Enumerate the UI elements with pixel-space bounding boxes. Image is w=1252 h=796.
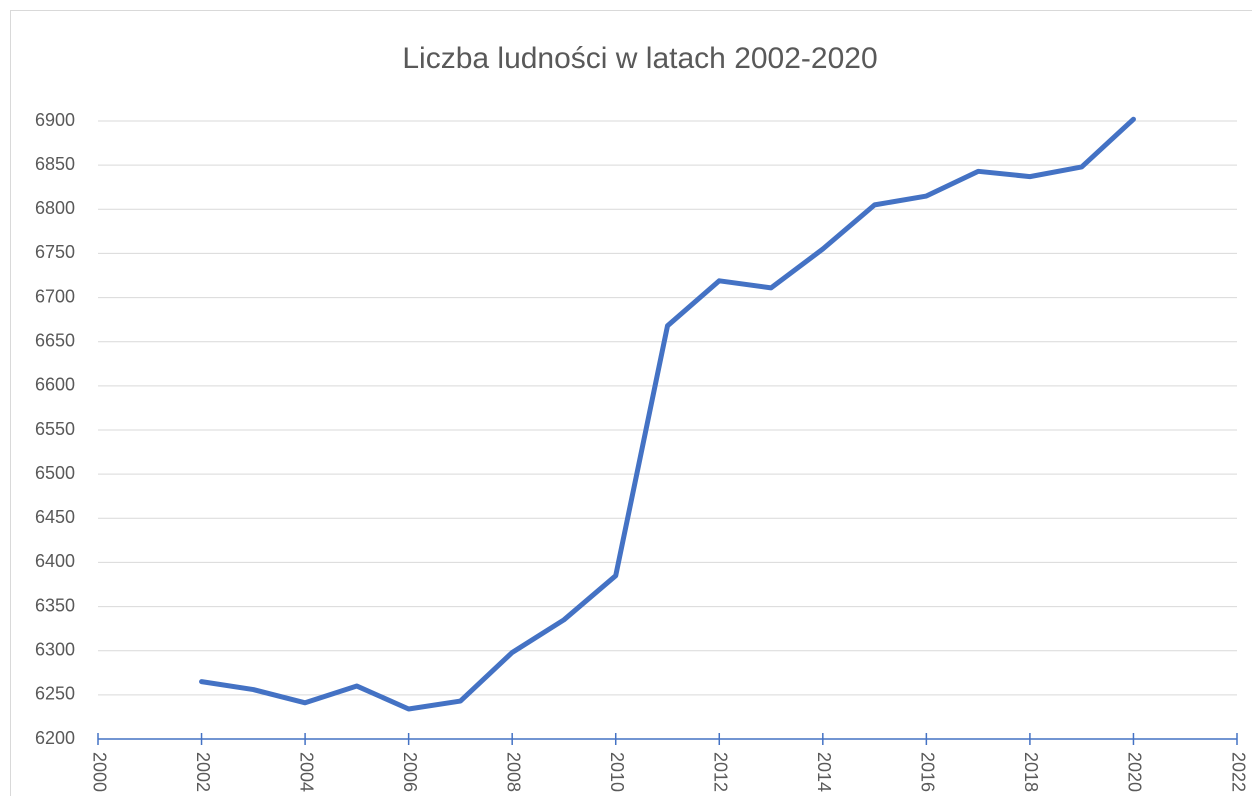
y-tick-label: 6600 [35, 375, 75, 395]
y-tick-label: 6500 [35, 463, 75, 483]
y-tick-label: 6550 [35, 419, 75, 439]
y-tick-label: 6400 [35, 551, 75, 571]
y-tick-label: 6250 [35, 684, 75, 704]
y-tick-label: 6450 [35, 507, 75, 527]
y-tick-label: 6850 [35, 154, 75, 174]
y-tick-label: 6350 [35, 595, 75, 615]
x-tick-label: 2000 [89, 752, 109, 792]
data-line [199, 116, 1136, 712]
x-tick-label: 2008 [503, 752, 523, 792]
y-tick-label: 6750 [35, 242, 75, 262]
chart-border [10, 10, 1252, 796]
y-tick-label: 6650 [35, 330, 75, 350]
x-tick-label: 2016 [918, 752, 938, 792]
x-tick-label: 2010 [607, 752, 627, 792]
x-tick-label: 2022 [1228, 752, 1248, 792]
y-tick-label: 6200 [35, 728, 75, 748]
y-tick-label: 6300 [35, 639, 75, 659]
x-tick-label: 2012 [711, 752, 731, 792]
x-tick-label: 2020 [1125, 752, 1145, 792]
y-tick-label: 6900 [35, 110, 75, 130]
x-tick-label: 2006 [400, 752, 420, 792]
x-tick-label: 2002 [193, 752, 213, 792]
x-tick-label: 2014 [814, 752, 834, 792]
x-tick-label: 2004 [296, 752, 316, 792]
y-tick-label: 6700 [35, 286, 75, 306]
y-tick-label: 6800 [35, 198, 75, 218]
x-tick-label: 2018 [1021, 752, 1041, 792]
chart-title: Liczba ludności w latach 2002-2020 [402, 42, 877, 75]
